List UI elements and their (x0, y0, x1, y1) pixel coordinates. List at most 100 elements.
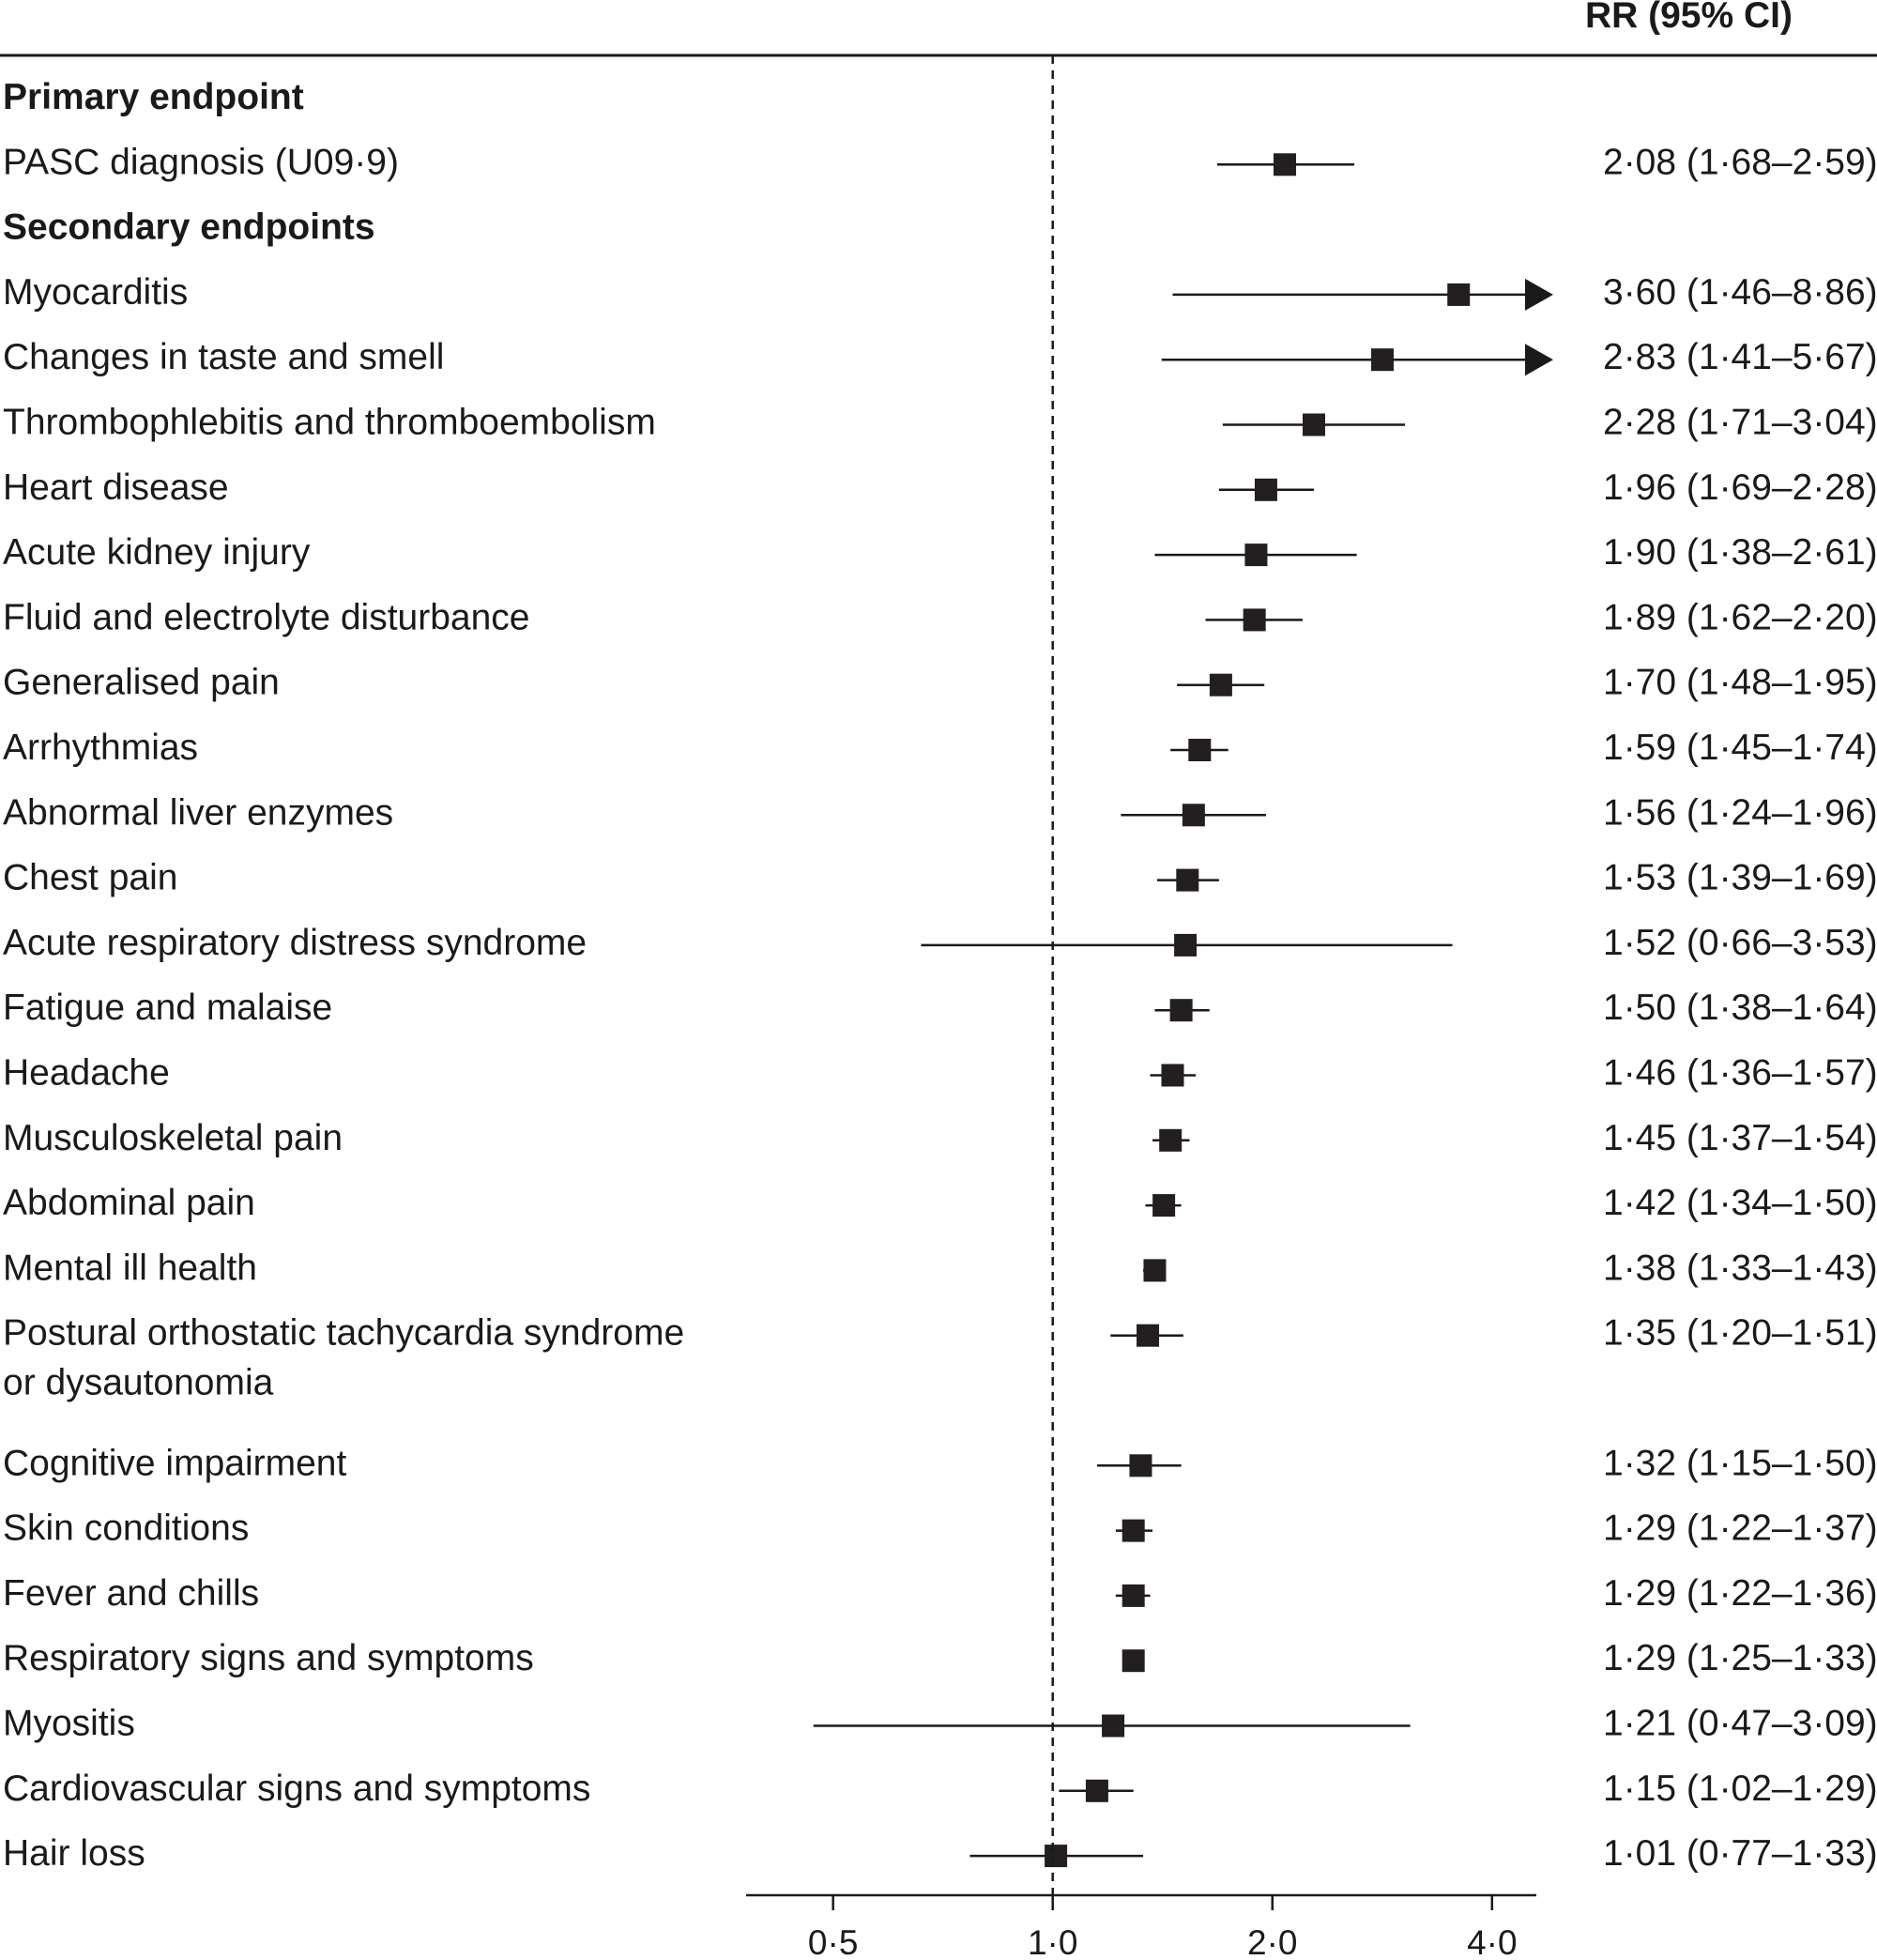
section-header-label: Primary endpoint (3, 77, 304, 117)
rr-value-text: 1·32 (1·15–1·50) (1603, 1443, 1877, 1483)
endpoint-row: Cardiovascular signs and symptoms 1·15 (1… (3, 1769, 1877, 1809)
x-tick-label: 1·0 (1028, 1923, 1077, 1960)
rows-layer: Primary endpoint PASC diagnosis (U09·9) 2·… (3, 77, 1877, 1874)
point-estimate-marker (1370, 348, 1394, 372)
endpoint-label: Musculoskeletal pain (3, 1118, 343, 1158)
endpoint-row: Musculoskeletal pain 1·45 (1·37–1·54) (3, 1118, 1877, 1158)
endpoint-label: Chest pain (3, 858, 177, 898)
endpoint-row: Chest pain 1·53 (1·39–1·69) (3, 858, 1877, 898)
endpoint-label: Postural orthostatic tachycardia syndrom… (3, 1313, 684, 1354)
rr-value-text: 1·29 (1·25–1·33) (1603, 1638, 1877, 1678)
point-estimate-marker (1176, 868, 1199, 892)
rr-value-text: 2·08 (1·68–2·59) (1603, 142, 1877, 182)
point-estimate-marker (1274, 153, 1297, 176)
point-estimate-marker (1244, 544, 1268, 567)
endpoint-row: Thrombophlebitis and thromboembolism 2·28… (3, 403, 1877, 443)
endpoint-row: Heart disease 1·96 (1·69–2·28) (3, 467, 1877, 508)
column-header: RR (95% CI) (1585, 0, 1793, 36)
endpoint-row: Respiratory signs and symptoms 1·29 (1·25… (3, 1638, 1877, 1678)
rr-value-text: 1·59 (1·45–1·74) (1603, 727, 1877, 768)
endpoint-label: Fluid and electrolyte disturbance (3, 597, 529, 637)
endpoint-label-line2: or dysautonomia (3, 1363, 274, 1403)
endpoint-row: Fever and chills 1·29 (1·22–1·36) (3, 1573, 1877, 1614)
endpoint-label: Acute respiratory distress syndrome (3, 923, 587, 963)
point-estimate-marker (1254, 478, 1277, 501)
point-estimate-marker (1188, 739, 1212, 761)
endpoint-row: Hair loss 1·01 (0·77–1·33) (3, 1833, 1877, 1874)
endpoint-label: Mental ill health (3, 1248, 257, 1288)
endpoint-label: Abnormal liver enzymes (3, 792, 393, 833)
endpoint-label: PASC diagnosis (U09·9) (3, 142, 399, 182)
rr-value-text: 1·15 (1·02–1·29) (1603, 1769, 1877, 1809)
endpoint-label: Fever and chills (3, 1573, 259, 1614)
endpoint-row: Changes in taste and smell 2·83 (1·41–5·6… (3, 337, 1877, 377)
point-estimate-marker (1243, 608, 1266, 632)
endpoint-row: Myocarditis 3·60 (1·46–8·86) (3, 272, 1877, 313)
rr-value-text: 1·21 (0·47–3·09) (1603, 1704, 1877, 1744)
rr-value-text: 2·28 (1·71–3·04) (1603, 403, 1877, 443)
section-header-row: Primary endpoint (3, 77, 304, 117)
endpoint-row: Fatigue and malaise 1·50 (1·38–1·64) (3, 988, 1877, 1028)
rr-value-text: 1·56 (1·24–1·96) (1603, 792, 1877, 833)
rr-value-text: 1·53 (1·39–1·69) (1603, 858, 1877, 898)
rr-value-text: 2·83 (1·41–5·67) (1603, 337, 1877, 377)
point-estimate-marker (1122, 1584, 1145, 1607)
point-estimate-marker (1161, 1064, 1184, 1087)
endpoint-label: Cardiovascular signs and symptoms (3, 1769, 590, 1809)
x-axis: 0·5 1·0 2·0 4·0 (746, 55, 1536, 1960)
section-header-label: Secondary endpoints (3, 207, 375, 248)
endpoint-row: Generalised pain 1·70 (1·48–1·95) (3, 663, 1877, 703)
endpoint-label: Skin conditions (3, 1508, 249, 1549)
endpoint-label: Abdominal pain (3, 1183, 255, 1223)
point-estimate-marker (1137, 1324, 1160, 1347)
endpoint-row: Cognitive impairment 1·32 (1·15–1·50) (3, 1443, 1877, 1483)
rr-value-text: 1·01 (0·77–1·33) (1603, 1833, 1877, 1874)
endpoint-label: Generalised pain (3, 663, 280, 703)
endpoint-row: Myositis 1·21 (0·47–3·09) (3, 1704, 1877, 1744)
rr-value-text: 1·50 (1·38–1·64) (1603, 988, 1877, 1028)
point-estimate-marker (1182, 804, 1205, 827)
point-estimate-marker (1102, 1714, 1125, 1738)
endpoint-row: Abdominal pain 1·42 (1·34–1·50) (3, 1183, 1877, 1223)
endpoint-label: Acute kidney injury (3, 532, 311, 573)
point-estimate-marker (1152, 1194, 1176, 1217)
rr-value-text: 1·52 (0·66–3·53) (1603, 923, 1877, 963)
rr-value-text: 1·35 (1·20–1·51) (1603, 1313, 1877, 1354)
rr-value-text: 1·90 (1·38–2·61) (1603, 532, 1877, 573)
endpoint-row: Acute kidney injury 1·90 (1·38–2·61) (3, 532, 1877, 573)
endpoint-label: Headache (3, 1053, 170, 1094)
endpoint-label: Thrombophlebitis and thromboembolism (3, 403, 656, 443)
point-estimate-marker (1209, 673, 1232, 697)
rr-value-text: 1·89 (1·62–2·20) (1603, 597, 1877, 637)
endpoint-row: Headache 1·46 (1·36–1·57) (3, 1053, 1877, 1094)
endpoint-label: Changes in taste and smell (3, 337, 444, 377)
point-estimate-marker (1169, 999, 1193, 1022)
point-estimate-marker (1143, 1259, 1167, 1282)
point-estimate-marker (1122, 1649, 1145, 1673)
endpoint-row: Arrhythmias 1·59 (1·45–1·74) (3, 727, 1877, 768)
rr-value-text: 1·38 (1·33–1·43) (1603, 1248, 1877, 1288)
endpoint-label: Myositis (3, 1704, 135, 1744)
rr-value-text: 3·60 (1·46–8·86) (1603, 272, 1877, 313)
endpoint-label: Fatigue and malaise (3, 988, 332, 1028)
endpoint-label: Heart disease (3, 467, 229, 508)
rr-value-text: 1·96 (1·69–2·28) (1603, 467, 1877, 508)
point-estimate-marker (1045, 1845, 1068, 1868)
endpoint-label: Myocarditis (3, 272, 188, 313)
endpoint-row: Skin conditions 1·29 (1·22–1·37) (3, 1508, 1877, 1549)
rr-value-text: 1·70 (1·48–1·95) (1603, 663, 1877, 703)
endpoint-row: Acute respiratory distress syndrome 1·52 … (3, 923, 1877, 963)
point-estimate-marker (1129, 1454, 1152, 1478)
endpoint-row: Postural orthostatic tachycardia syndrom… (3, 1313, 1877, 1403)
x-tick-label: 0·5 (808, 1923, 858, 1960)
endpoint-label: Cognitive impairment (3, 1443, 346, 1483)
endpoint-row: Abnormal liver enzymes 1·56 (1·24–1·96) (3, 792, 1877, 833)
point-estimate-marker (1159, 1128, 1183, 1152)
point-estimate-marker (1174, 933, 1198, 957)
endpoint-row: PASC diagnosis (U09·9) 2·08 (1·68–2·59) (3, 142, 1877, 182)
endpoint-label: Arrhythmias (3, 727, 198, 768)
rr-value-text: 1·45 (1·37–1·54) (1603, 1118, 1877, 1158)
ci-overflow-arrow (1525, 278, 1553, 311)
endpoint-row: Mental ill health 1·38 (1·33–1·43) (3, 1248, 1877, 1288)
point-estimate-marker (1447, 283, 1471, 306)
